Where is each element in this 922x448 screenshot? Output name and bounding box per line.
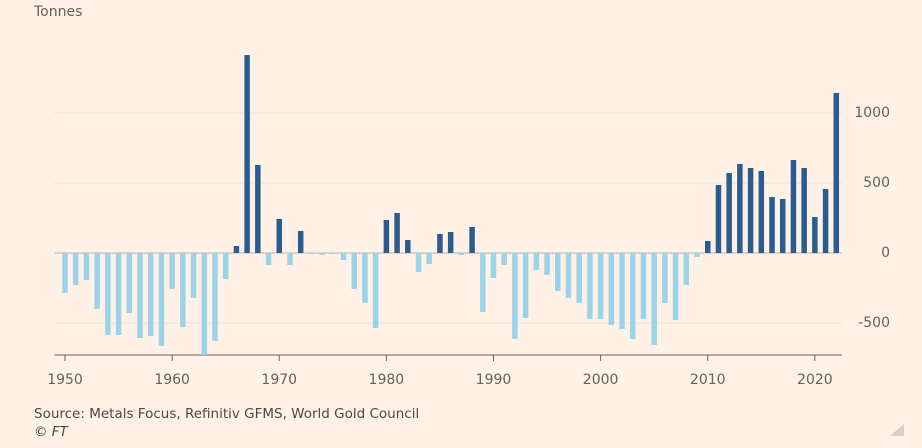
bar <box>115 253 122 336</box>
x-tick-label: 2000 <box>583 372 619 388</box>
bar <box>544 253 550 275</box>
bar <box>769 197 775 253</box>
bar <box>501 253 507 266</box>
y-tick-label: 1000 <box>854 105 890 121</box>
bar <box>576 253 582 303</box>
bar <box>255 164 261 253</box>
y-tick-label: -500 <box>858 315 890 331</box>
bar <box>265 253 272 266</box>
bar <box>747 168 754 253</box>
bar <box>833 92 840 253</box>
bar <box>672 253 679 321</box>
bar <box>651 253 657 345</box>
bar <box>812 217 818 253</box>
bar <box>437 233 443 253</box>
bar <box>597 253 604 319</box>
bar <box>480 253 486 312</box>
bar <box>758 170 765 253</box>
bar <box>180 253 186 328</box>
bar <box>704 240 711 253</box>
credit: © FT <box>34 424 70 440</box>
bar <box>72 253 79 286</box>
bar <box>362 253 368 303</box>
bar <box>522 253 529 318</box>
bar <box>147 253 154 337</box>
x-tick-label: 2020 <box>797 372 833 388</box>
bar <box>137 253 143 338</box>
bar <box>201 253 208 356</box>
bar <box>212 253 218 342</box>
bar <box>169 253 175 289</box>
bar <box>630 253 636 339</box>
bar <box>608 253 615 325</box>
bar <box>683 253 690 286</box>
bar <box>490 253 497 279</box>
bar <box>512 253 518 339</box>
bar <box>233 246 240 253</box>
bar <box>297 231 304 253</box>
bar <box>790 160 797 253</box>
x-tick-label: 1950 <box>47 372 83 388</box>
resize-icon <box>890 424 904 436</box>
bar <box>126 253 133 314</box>
bar <box>715 184 722 253</box>
bar <box>319 253 325 255</box>
bar <box>222 253 229 280</box>
bar <box>158 253 165 346</box>
bar <box>94 253 100 309</box>
bar <box>726 173 732 253</box>
x-tick-label: 1980 <box>369 372 405 388</box>
bar <box>287 253 293 266</box>
bar <box>737 163 743 253</box>
bar <box>469 226 475 253</box>
bar <box>105 253 111 336</box>
x-tick-label: 1960 <box>154 372 190 388</box>
bar <box>447 232 454 253</box>
bar <box>351 253 357 289</box>
bar <box>822 189 829 253</box>
bar <box>779 198 786 253</box>
bar <box>83 253 90 281</box>
bar <box>383 219 390 253</box>
bar <box>308 253 315 254</box>
x-tick-label: 1990 <box>476 372 512 388</box>
bar <box>415 253 422 273</box>
bar <box>276 218 283 253</box>
bar <box>533 253 540 270</box>
bar <box>565 253 572 298</box>
bar <box>801 168 807 253</box>
bar <box>62 253 68 294</box>
bar <box>662 253 668 303</box>
bar <box>458 253 465 255</box>
x-tick-label: 2010 <box>690 372 726 388</box>
bar <box>340 253 347 260</box>
bar <box>394 212 400 253</box>
y-tick-label: 0 <box>881 245 890 261</box>
bar <box>405 239 411 253</box>
bar <box>426 253 432 265</box>
bar <box>330 253 336 254</box>
x-tick-label: 1970 <box>261 372 297 388</box>
y-axis-label: Tonnes <box>33 4 82 20</box>
bar <box>640 253 647 319</box>
bar <box>244 55 250 253</box>
bar <box>587 253 593 319</box>
bar <box>372 253 379 329</box>
source: Source: Metals Focus, Refinitiv GFMS, Wo… <box>34 406 419 422</box>
bar <box>555 253 561 291</box>
bar <box>190 253 197 298</box>
bar <box>619 253 625 330</box>
y-tick-label: 500 <box>863 175 890 191</box>
bar <box>694 253 700 258</box>
